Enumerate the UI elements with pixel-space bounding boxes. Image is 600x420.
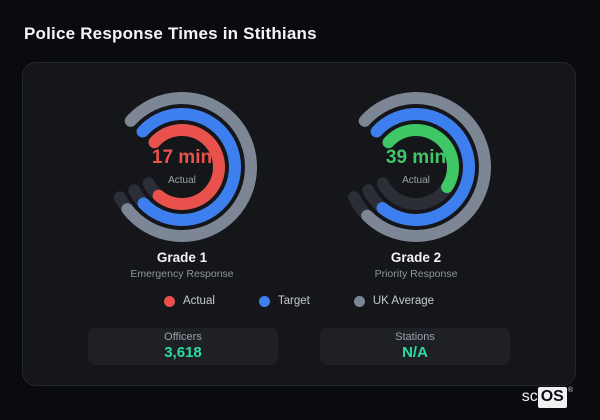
scos-logo-prefix: sc: [521, 388, 538, 405]
radial-gauge-svg[interactable]: [340, 91, 492, 243]
gauge-grade-2: 39 min Actual Grade 2 Priority Response: [336, 91, 496, 280]
stat-stations-value: N/A: [402, 344, 428, 362]
registered-trademark-icon: ®: [567, 387, 573, 394]
legend-label-uk-average: UK Average: [372, 295, 435, 307]
gauge-grade-1-subtitle: Emergency Response: [130, 268, 234, 280]
gauge-grade-2-title: Grade 2: [390, 250, 442, 265]
gauge-grade-1-title: Grade 1: [156, 250, 208, 265]
legend-dot-target-icon: [258, 295, 270, 307]
gauge-grade-1: 17 min Actual Grade 1 Emergency Response: [102, 91, 262, 280]
chart-legend: Actual Target UK Average: [23, 295, 575, 307]
gauge-grade-2-subtitle: Priority Response: [374, 268, 458, 280]
stat-officers-label: Officers: [164, 330, 202, 343]
stat-box-stations: Stations N/A: [320, 328, 510, 365]
legend-item-target[interactable]: Target: [258, 295, 310, 307]
legend-dot-uk-average-icon: [353, 295, 365, 307]
page-title: Police Response Times in Stithians: [24, 24, 317, 43]
stat-box-officers: Officers 3,618: [88, 328, 278, 365]
scos-logo-suffix: OS: [537, 387, 567, 408]
legend-label-target: Target: [277, 295, 310, 307]
gauge-grade-1-chart[interactable]: 17 min Actual: [106, 91, 258, 243]
legend-dot-actual-icon: [163, 295, 175, 307]
legend-item-actual[interactable]: Actual: [163, 295, 215, 307]
stat-officers-value: 3,618: [164, 344, 202, 362]
stats-row: Officers 3,618 Stations N/A: [23, 328, 575, 365]
response-times-card: 17 min Actual Grade 1 Emergency Response…: [22, 62, 576, 386]
gauge-grade-2-chart[interactable]: 39 min Actual: [340, 91, 492, 243]
stat-stations-label: Stations: [395, 330, 435, 343]
legend-item-uk-average[interactable]: UK Average: [353, 295, 435, 307]
scos-logo: sc OS ®: [522, 387, 573, 408]
legend-label-actual: Actual: [182, 295, 215, 307]
gauges-row: 17 min Actual Grade 1 Emergency Response…: [23, 91, 575, 280]
radial-gauge-svg[interactable]: [106, 91, 258, 243]
